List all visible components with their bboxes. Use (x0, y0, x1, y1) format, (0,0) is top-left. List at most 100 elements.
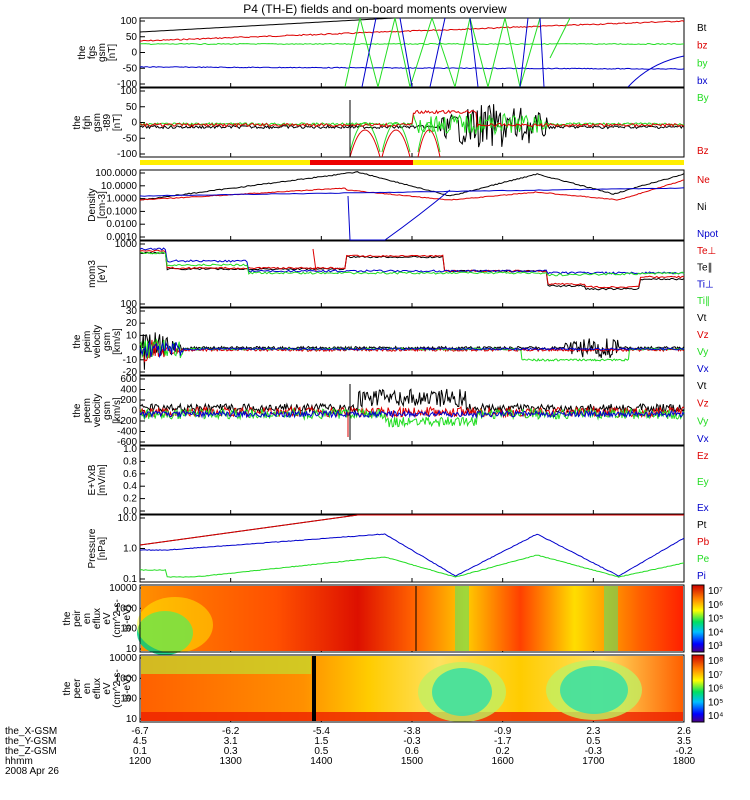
ytick-label: 100 (120, 86, 137, 97)
colorbar-label: 10⁴ (708, 627, 723, 638)
ytick-label: 0.1 (123, 574, 137, 585)
series-bz (140, 20, 685, 42)
xaxis-value: 0.2 (496, 746, 510, 757)
series-bx (139, 66, 685, 70)
series-by-swing (487, 17, 506, 88)
xaxis-value: 2.3 (586, 726, 600, 737)
ylabel-line: (cm^2-s- (112, 599, 123, 638)
ytick-label: 50 (126, 102, 138, 113)
ytick-label: 0 (131, 48, 137, 59)
series-bt (139, 17, 684, 33)
ylabel-line: [nT] (112, 114, 123, 131)
ytick-label: 0 (131, 406, 137, 417)
xaxis-value: -3.8 (403, 726, 421, 737)
series-by-arc (349, 122, 381, 153)
xaxis-value: -0.3 (585, 746, 603, 757)
ytick-label: -100 (117, 79, 137, 90)
ytick-label: -50 (123, 63, 138, 74)
ytick-label: 1000 (115, 239, 138, 250)
ylabel-line: [eV] (97, 265, 108, 283)
colorbar-label: 10⁸ (708, 656, 723, 667)
xaxis-row-label: the_X-GSM (5, 726, 57, 737)
ylabel-line: [nPa] (97, 537, 108, 561)
ylabel-line: Density (87, 188, 98, 221)
series-npot (139, 187, 685, 197)
xaxis-row-label: hhmm (5, 756, 33, 767)
xaxis-value: -1.7 (494, 736, 512, 747)
series-bz (139, 109, 685, 128)
ylabel-line: eflux (92, 608, 103, 629)
colorbar-label: 10⁷ (708, 670, 723, 681)
series-bx-swing (429, 17, 446, 88)
colorbar-peir (691, 584, 705, 653)
ytick-label: 20 (126, 318, 138, 329)
series-vx (139, 340, 685, 359)
ytick-label: 600 (120, 374, 137, 385)
series-vx (139, 409, 685, 419)
ytick-label: 100.0000 (95, 168, 137, 179)
panel-frame-density (139, 169, 685, 241)
ytick-label: -50 (123, 133, 138, 144)
series-spike (312, 248, 317, 272)
ion-spectrogram-halo (137, 597, 213, 653)
ylabel-line: en (82, 683, 93, 694)
ytick-label: 1.0 (123, 444, 137, 455)
ion-spectrogram-background (141, 586, 683, 651)
series-by (139, 112, 685, 136)
ylabel-line: eV (102, 682, 113, 695)
series-pi (139, 533, 685, 577)
ylabel-line: [km/s] (112, 328, 123, 355)
series-te-perp (139, 249, 685, 289)
series-fgh-black (139, 104, 685, 148)
ytick-label: -200 (117, 416, 137, 427)
ytick-label: 10000 (109, 583, 137, 594)
ytick-label: 10000 (109, 653, 137, 664)
ytick-label: 50 (126, 32, 138, 43)
legend-Bz: Bz (697, 146, 709, 157)
series-bz-arc (349, 129, 381, 158)
colorbar-label: 10⁶ (708, 600, 723, 611)
electron-spectrogram-frame (139, 654, 685, 723)
ytick-label: 1.0000 (106, 194, 137, 205)
series-by-arc (417, 122, 441, 153)
ytick-label: 0.1000 (106, 206, 137, 217)
series-bx-end (627, 55, 685, 88)
ylabel-line: fgs (87, 46, 98, 59)
ylabel-line: eflux (92, 678, 103, 699)
xaxis-value: -0.3 (403, 736, 421, 747)
legend-Bt: Bt (697, 23, 707, 34)
chart-title: P4 (TH-E) fields and on-board moments ov… (243, 2, 507, 16)
ion-spectrogram-band (604, 586, 618, 651)
ytick-label: 10 (126, 644, 138, 655)
ytick-label: 10 (126, 714, 138, 725)
legend-Te∥: Te∥ (697, 263, 713, 274)
series-by-swing (454, 17, 471, 88)
legend-Ti∥: Ti∥ (697, 296, 710, 307)
electron-spectrogram-band (141, 656, 311, 674)
ylabel-line: Pressure (87, 528, 98, 568)
ytick-label: 0.4 (123, 481, 137, 492)
legend-Ne: Ne (697, 175, 710, 186)
series-bx-swing (519, 17, 529, 88)
colorbar-peer (691, 654, 705, 723)
ytick-label: -20 (123, 367, 138, 378)
xaxis-value: 2.6 (677, 726, 691, 737)
legend-Vz: Vz (697, 330, 709, 341)
series-npot-drop (347, 189, 451, 241)
xaxis-value: -5.4 (313, 726, 331, 737)
legend-Ey: Ey (697, 477, 709, 488)
xaxis-row-label: the_Y-GSM (5, 736, 56, 747)
ylabel-line: peem (82, 398, 93, 423)
legend-Te⊥: Te⊥ (697, 246, 716, 257)
legend-Pt: Pt (697, 520, 707, 531)
electron-spectrogram-gap (312, 656, 316, 721)
legend-Vz: Vz (697, 399, 709, 410)
xaxis-value: 1700 (582, 756, 605, 767)
ytick-label: 0.0 (123, 506, 137, 517)
series-by-swing (409, 17, 433, 88)
ytick-label: 0.0100 (106, 219, 137, 230)
ylabel-line: (cm^2-s- (112, 669, 123, 708)
panel-frame-efield (139, 445, 685, 515)
ylabel-line: gsm (102, 332, 113, 351)
legend-Npot: Npot (697, 229, 718, 240)
